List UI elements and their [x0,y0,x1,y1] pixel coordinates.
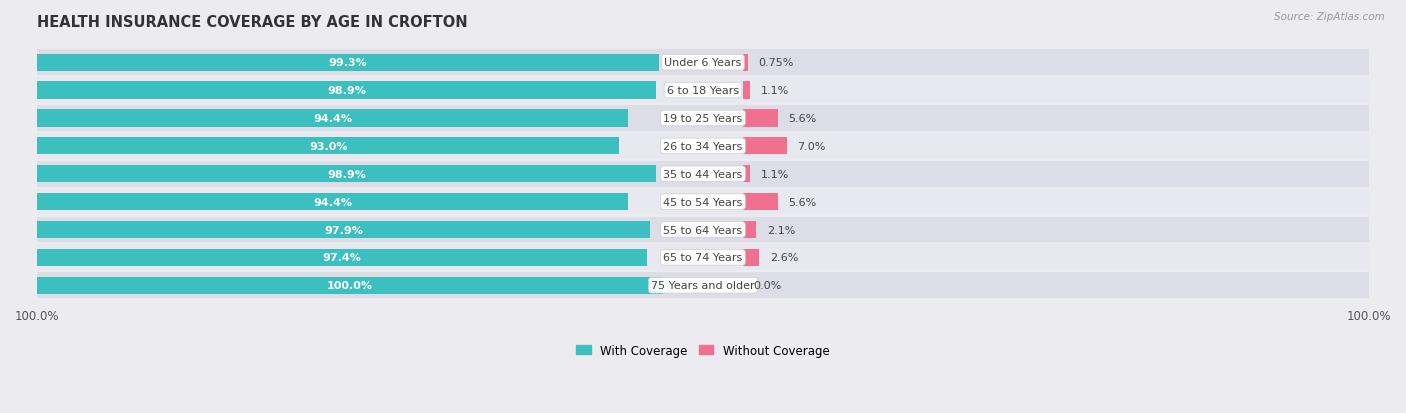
Text: 55 to 64 Years: 55 to 64 Years [664,225,742,235]
Bar [742,55,748,72]
Text: 2.6%: 2.6% [770,253,799,263]
Bar [37,217,1369,243]
Bar [742,194,778,211]
Text: 97.4%: 97.4% [322,253,361,263]
Text: 0.0%: 0.0% [754,280,782,291]
Bar [37,221,650,239]
Bar [742,166,749,183]
Text: 35 to 44 Years: 35 to 44 Years [664,169,742,179]
Text: 1.1%: 1.1% [761,86,789,96]
Text: 98.9%: 98.9% [328,86,366,96]
Text: 1.1%: 1.1% [761,169,789,179]
Bar [37,277,664,294]
Bar [37,189,1369,215]
Text: 45 to 54 Years: 45 to 54 Years [664,197,742,207]
Bar [37,273,1369,298]
Bar [37,249,647,266]
Text: Under 6 Years: Under 6 Years [665,58,741,68]
Text: 98.9%: 98.9% [328,169,366,179]
Bar [37,166,657,183]
Bar [37,106,1369,131]
Text: 93.0%: 93.0% [309,142,347,152]
Bar [37,82,657,100]
Bar [37,161,1369,187]
Text: 7.0%: 7.0% [797,142,825,152]
Bar [37,78,1369,104]
Text: 99.3%: 99.3% [329,58,367,68]
Bar [37,194,628,211]
Text: 94.4%: 94.4% [314,197,352,207]
Text: 6 to 18 Years: 6 to 18 Years [666,86,740,96]
Bar [742,249,759,266]
Bar [742,221,756,239]
Bar [37,245,1369,271]
Text: 19 to 25 Years: 19 to 25 Years [664,114,742,123]
Text: 26 to 34 Years: 26 to 34 Years [664,142,742,152]
Bar [37,50,1369,76]
Text: 5.6%: 5.6% [789,197,817,207]
Text: 2.1%: 2.1% [766,225,796,235]
Text: 5.6%: 5.6% [789,114,817,123]
Bar [37,55,658,72]
Text: 97.9%: 97.9% [325,225,363,235]
Text: HEALTH INSURANCE COVERAGE BY AGE IN CROFTON: HEALTH INSURANCE COVERAGE BY AGE IN CROF… [37,15,468,30]
Text: 100.0%: 100.0% [328,280,373,291]
Bar [37,138,619,155]
Text: 65 to 74 Years: 65 to 74 Years [664,253,742,263]
Bar [37,134,1369,159]
Bar [37,110,628,127]
Bar [742,138,787,155]
Bar [742,82,749,100]
Text: Source: ZipAtlas.com: Source: ZipAtlas.com [1274,12,1385,22]
Bar [742,110,778,127]
Text: 75 Years and older: 75 Years and older [651,280,755,291]
Legend: With Coverage, Without Coverage: With Coverage, Without Coverage [576,344,830,357]
Text: 94.4%: 94.4% [314,114,352,123]
Text: 0.75%: 0.75% [758,58,793,68]
